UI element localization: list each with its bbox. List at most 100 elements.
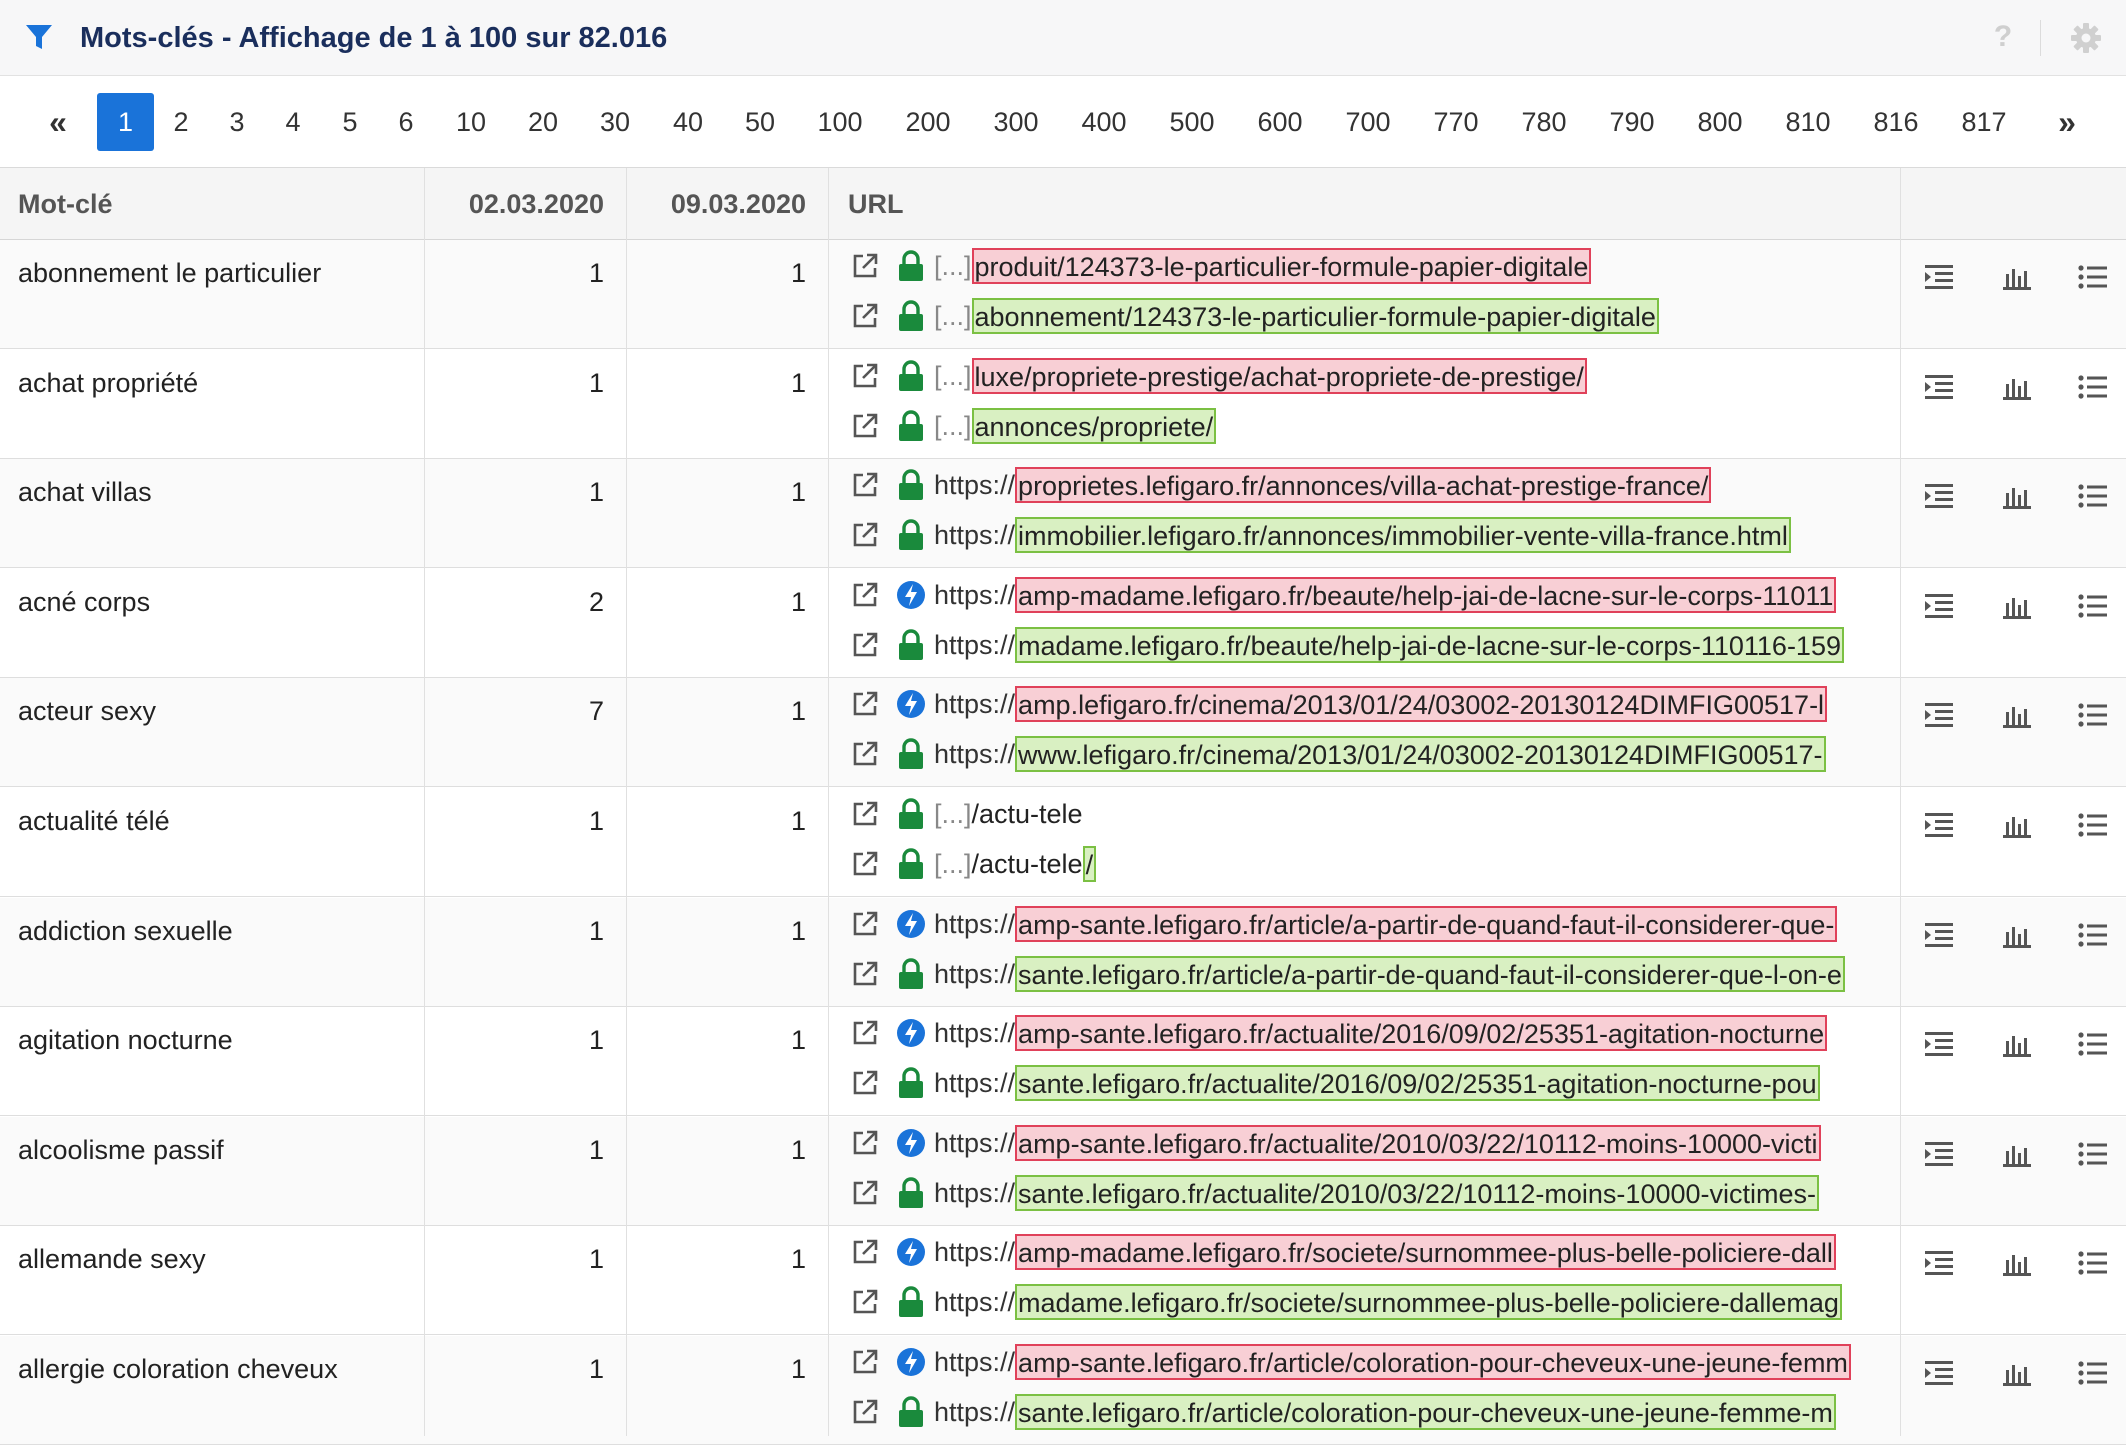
external-link-icon[interactable] bbox=[850, 1128, 880, 1158]
url-diff-new[interactable]: sante.lefigaro.fr/actualite/2016/09/02/2… bbox=[1015, 1065, 1820, 1101]
url-text[interactable]: https://amp-sante.lefigaro.fr/article/co… bbox=[934, 1342, 1851, 1382]
url-diff-new[interactable]: sante.lefigaro.fr/actualite/2010/03/22/1… bbox=[1015, 1175, 1819, 1211]
last-page-button[interactable]: » bbox=[2058, 104, 2076, 140]
gear-icon[interactable] bbox=[2070, 22, 2102, 54]
ranking-chart-button[interactable] bbox=[1979, 1117, 2057, 1225]
keyword-cell[interactable]: alcoolisme passif bbox=[18, 1135, 224, 1165]
url-diff-old[interactable]: produit/124373-le-particulier-formule-pa… bbox=[971, 248, 1592, 284]
keyword-cell[interactable]: acteur sexy bbox=[18, 696, 157, 726]
serp-button[interactable] bbox=[1901, 898, 1979, 1006]
url-text[interactable]: [...]/actu-tele bbox=[934, 794, 1083, 834]
ranking-chart-button[interactable] bbox=[1979, 898, 2057, 1006]
details-list-button[interactable] bbox=[2057, 1007, 2126, 1115]
keyword-cell[interactable]: agitation nocturne bbox=[18, 1025, 233, 1055]
keyword-cell[interactable]: achat propriété bbox=[18, 368, 199, 398]
serp-button[interactable] bbox=[1901, 788, 1979, 896]
ranking-chart-button[interactable] bbox=[1979, 240, 2057, 348]
details-list-button[interactable] bbox=[2057, 1336, 2126, 1444]
external-link-icon[interactable] bbox=[850, 251, 880, 281]
first-page-button[interactable]: « bbox=[49, 104, 67, 140]
ranking-chart-button[interactable] bbox=[1979, 1007, 2057, 1115]
ranking-chart-button[interactable] bbox=[1979, 678, 2057, 786]
details-list-button[interactable] bbox=[2057, 788, 2126, 896]
external-link-icon[interactable] bbox=[850, 630, 880, 660]
url-text[interactable]: https://immobilier.lefigaro.fr/annonces/… bbox=[934, 515, 1791, 555]
url-diff-new[interactable]: / bbox=[1082, 846, 1097, 882]
url-diff-new[interactable]: madame.lefigaro.fr/societe/surnommee-plu… bbox=[1015, 1284, 1842, 1320]
url-diff-old[interactable]: luxe/propriete-prestige/achat-propriete-… bbox=[971, 358, 1587, 394]
url-diff-old[interactable]: proprietes.lefigaro.fr/annonces/villa-ac… bbox=[1015, 467, 1712, 503]
url-diff-old[interactable]: amp-sante.lefigaro.fr/actualite/2016/09/… bbox=[1015, 1015, 1828, 1051]
serp-button[interactable] bbox=[1901, 459, 1979, 567]
serp-button[interactable] bbox=[1901, 350, 1979, 458]
column-header-date-2[interactable]: 09.03.2020 bbox=[670, 189, 806, 219]
external-link-icon[interactable] bbox=[850, 361, 880, 391]
external-link-icon[interactable] bbox=[850, 520, 880, 550]
url-text[interactable]: https://amp-sante.lefigaro.fr/actualite/… bbox=[934, 1013, 1828, 1053]
ranking-chart-button[interactable] bbox=[1979, 459, 2057, 567]
external-link-icon[interactable] bbox=[850, 1347, 880, 1377]
page-link[interactable]: 500 bbox=[1169, 107, 1215, 137]
url-text[interactable]: https://sante.lefigaro.fr/actualite/2010… bbox=[934, 1173, 1819, 1213]
ranking-chart-button[interactable] bbox=[1979, 1226, 2057, 1334]
serp-button[interactable] bbox=[1901, 1226, 1979, 1334]
url-diff-new[interactable]: www.lefigaro.fr/cinema/2013/01/24/03002-… bbox=[1015, 736, 1826, 772]
external-link-icon[interactable] bbox=[850, 1068, 880, 1098]
page-link[interactable]: 400 bbox=[1081, 107, 1127, 137]
details-list-button[interactable] bbox=[2057, 350, 2126, 458]
url-text[interactable]: [...] produit/124373-le-particulier-formu… bbox=[934, 246, 1592, 286]
external-link-icon[interactable] bbox=[850, 1237, 880, 1267]
serp-button[interactable] bbox=[1901, 1007, 1979, 1115]
filter-icon[interactable] bbox=[24, 22, 54, 52]
page-link[interactable]: 200 bbox=[905, 107, 951, 137]
url-diff-old[interactable]: amp-sante.lefigaro.fr/article/coloration… bbox=[1015, 1344, 1851, 1380]
url-text[interactable]: https://sante.lefigaro.fr/article/a-part… bbox=[934, 954, 1845, 994]
serp-button[interactable] bbox=[1901, 1117, 1979, 1225]
url-diff-old[interactable]: amp-madame.lefigaro.fr/societe/surnommee… bbox=[1015, 1234, 1836, 1270]
page-link[interactable]: 300 bbox=[993, 107, 1039, 137]
serp-button[interactable] bbox=[1901, 1336, 1979, 1444]
external-link-icon[interactable] bbox=[850, 1397, 880, 1427]
page-link[interactable]: 790 bbox=[1609, 107, 1655, 137]
page-link[interactable]: 30 bbox=[599, 107, 631, 137]
details-list-button[interactable] bbox=[2057, 569, 2126, 677]
page-link[interactable]: 700 bbox=[1345, 107, 1391, 137]
external-link-icon[interactable] bbox=[850, 411, 880, 441]
column-header-date-1[interactable]: 02.03.2020 bbox=[468, 189, 604, 219]
external-link-icon[interactable] bbox=[850, 1287, 880, 1317]
url-text[interactable]: https://sante.lefigaro.fr/article/colora… bbox=[934, 1392, 1836, 1432]
external-link-icon[interactable] bbox=[850, 470, 880, 500]
page-link[interactable]: 780 bbox=[1521, 107, 1567, 137]
url-text[interactable]: https://madame.lefigaro.fr/societe/surno… bbox=[934, 1282, 1842, 1322]
ranking-chart-button[interactable] bbox=[1979, 350, 2057, 458]
url-diff-new[interactable]: sante.lefigaro.fr/article/coloration-pou… bbox=[1015, 1394, 1836, 1430]
page-link[interactable]: 2 bbox=[173, 107, 189, 137]
serp-button[interactable] bbox=[1901, 240, 1979, 348]
url-text[interactable]: https://amp-madame.lefigaro.fr/beaute/he… bbox=[934, 575, 1837, 615]
keyword-cell[interactable]: achat villas bbox=[18, 477, 152, 507]
page-link[interactable]: 800 bbox=[1697, 107, 1743, 137]
external-link-icon[interactable] bbox=[850, 739, 880, 769]
details-list-button[interactable] bbox=[2057, 898, 2126, 1006]
page-link[interactable]: 770 bbox=[1433, 107, 1479, 137]
url-diff-old[interactable]: amp-madame.lefigaro.fr/beaute/help-jai-d… bbox=[1015, 577, 1837, 613]
page-link[interactable]: 40 bbox=[672, 107, 704, 137]
page-link[interactable]: 1 bbox=[97, 93, 154, 151]
url-text[interactable]: [...] luxe/propriete-prestige/achat-propr… bbox=[934, 356, 1587, 396]
page-link[interactable]: 20 bbox=[527, 107, 559, 137]
serp-button[interactable] bbox=[1901, 569, 1979, 677]
external-link-icon[interactable] bbox=[850, 909, 880, 939]
page-link[interactable]: 817 bbox=[1961, 107, 2007, 137]
details-list-button[interactable] bbox=[2057, 678, 2126, 786]
details-list-button[interactable] bbox=[2057, 1117, 2126, 1225]
url-text[interactable]: [...]/actu-tele / bbox=[934, 844, 1097, 884]
page-link[interactable]: 4 bbox=[285, 107, 301, 137]
keyword-cell[interactable]: addiction sexuelle bbox=[18, 916, 233, 946]
page-link[interactable]: 50 bbox=[744, 107, 776, 137]
external-link-icon[interactable] bbox=[850, 301, 880, 331]
page-link[interactable]: 10 bbox=[455, 107, 487, 137]
ranking-chart-button[interactable] bbox=[1979, 569, 2057, 677]
page-link[interactable]: 816 bbox=[1873, 107, 1919, 137]
keyword-cell[interactable]: actualité télé bbox=[18, 806, 170, 836]
url-text[interactable]: https://sante.lefigaro.fr/actualite/2016… bbox=[934, 1063, 1820, 1103]
